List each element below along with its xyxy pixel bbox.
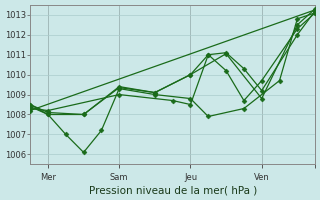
- X-axis label: Pression niveau de la mer( hPa ): Pression niveau de la mer( hPa ): [89, 185, 257, 195]
